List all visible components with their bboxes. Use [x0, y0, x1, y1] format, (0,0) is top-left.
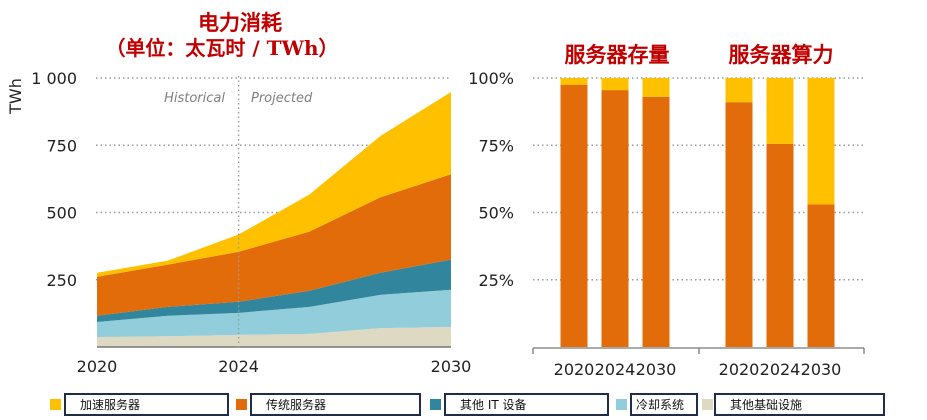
area-chart-subtitle: （单位：太瓦时 / TWh）	[105, 36, 338, 60]
area-layer	[97, 326, 451, 347]
bar-y-tick-label: 25%	[478, 271, 514, 290]
legend-item-box	[714, 393, 885, 416]
stock-bar-segment	[642, 78, 670, 97]
legend-item-label: 其他 IT 设备	[460, 398, 527, 412]
bar-chart-x-axis	[532, 347, 865, 354]
bar-chart-bars	[560, 78, 835, 348]
stock-x-tick-label: 2020	[554, 360, 595, 379]
bar-chart-stock-title: 服务器存量	[565, 42, 670, 67]
legend-swatch	[50, 399, 61, 410]
compute-bar-segment	[725, 102, 753, 348]
area-layer	[97, 91, 451, 277]
legend-item-box	[630, 393, 698, 416]
area-layer	[97, 259, 451, 322]
legend-item-label: 冷却系统	[636, 398, 684, 412]
compute-bar-segment	[766, 78, 794, 144]
y-axis-label: TWh	[6, 78, 25, 115]
area-y-tick-label: 250	[46, 271, 77, 290]
legend-swatch	[702, 399, 713, 410]
bar-y-tick-label: 100%	[468, 69, 514, 88]
area-x-tick-label: 2030	[431, 357, 472, 376]
legend-item-box	[250, 393, 421, 416]
legend-item-label: 其他基础设施	[730, 398, 802, 412]
legend-swatch	[236, 399, 247, 410]
legend-item-label: 传统服务器	[266, 397, 326, 412]
stock-x-tick-label: 2030	[636, 360, 677, 379]
area-x-tick-label: 2020	[77, 357, 118, 376]
area-chart-y-ticks: 250 500 750 1 000	[31, 69, 77, 290]
area-layer	[97, 289, 451, 338]
annotation-projected: Projected	[251, 91, 313, 106]
legend-swatch	[430, 399, 441, 410]
stock-bar-segment	[601, 90, 629, 347]
area-y-tick-label: 1 000	[31, 69, 77, 88]
area-chart-x-ticks: 2020 2024 2030	[77, 357, 472, 376]
compute-x-tick-label: 2024	[760, 360, 801, 379]
legend: 加速服务器 传统服务器 其他 IT 设备 冷却系统 其他基础设施	[50, 393, 885, 416]
bar-chart-compute-title: 服务器算力	[729, 42, 834, 67]
bar-chart-x-ticks: 2020 2024 2030 2020 2024 2030	[554, 360, 842, 379]
area-y-tick-label: 750	[46, 136, 77, 155]
legend-swatch	[616, 399, 627, 410]
compute-x-tick-label: 2030	[801, 360, 842, 379]
stock-bar-segment	[601, 78, 629, 91]
area-chart-title: 电力消耗	[198, 10, 282, 35]
legend-item-box	[444, 393, 609, 416]
area-x-tick-label: 2024	[218, 357, 259, 376]
compute-x-tick-label: 2020	[719, 360, 760, 379]
compute-bar-segment	[725, 78, 753, 103]
stock-bar-segment	[642, 96, 670, 347]
compute-bar-segment	[766, 143, 794, 347]
legend-item-box	[64, 393, 229, 416]
legend-item-label: 加速服务器	[80, 397, 140, 412]
area-y-tick-label: 500	[46, 204, 77, 223]
compute-bar-segment	[807, 78, 835, 205]
bar-y-tick-label: 50%	[478, 204, 514, 223]
area-chart-layers	[97, 91, 451, 348]
compute-bar-segment	[807, 204, 835, 347]
bar-y-tick-label: 75%	[478, 136, 514, 155]
stock-x-tick-label: 2024	[595, 360, 636, 379]
annotation-historical: Historical	[164, 91, 225, 106]
bar-chart-y-ticks: 25% 50% 75% 100%	[468, 69, 514, 290]
stock-bar-segment	[560, 78, 588, 85]
stock-bar-segment	[560, 84, 588, 347]
bar-chart-gridlines	[533, 77, 865, 281]
area-layer	[97, 174, 451, 316]
